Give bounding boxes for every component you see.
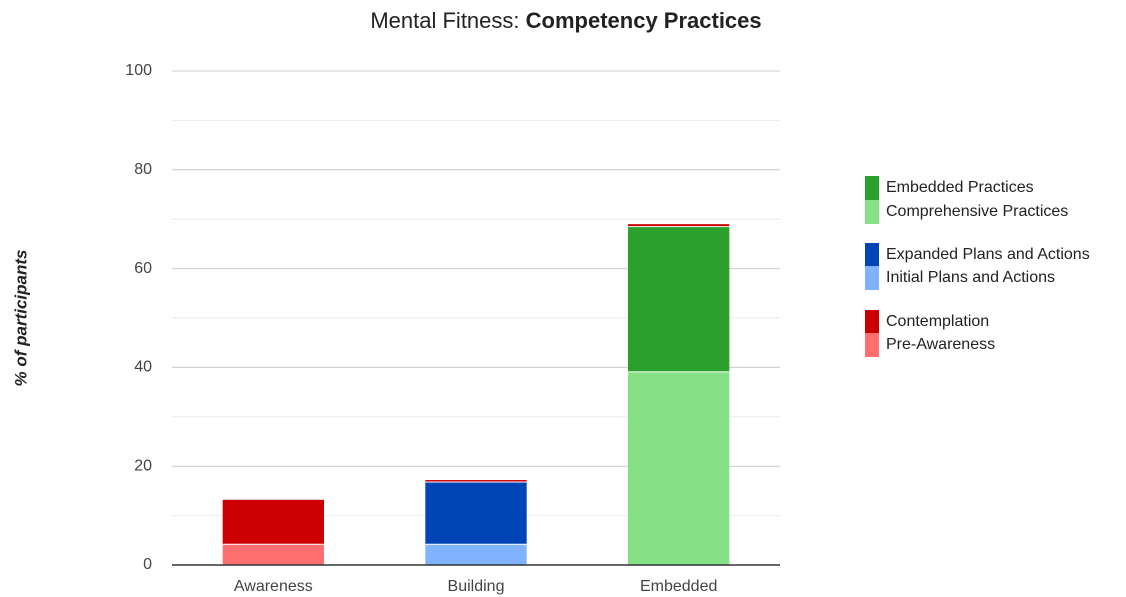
legend-label: Initial Plans and Actions: [886, 269, 1055, 286]
legend-swatch: [865, 200, 879, 224]
title-part: Mental Fitness:: [370, 8, 519, 33]
chart-title: Mental Fitness: Competency Practices: [370, 8, 761, 33]
bar-segment: [628, 224, 730, 227]
legend-label: Embedded Practices: [886, 179, 1034, 196]
legend-label: Contemplation: [886, 313, 989, 330]
legend-label: Expanded Plans and Actions: [886, 246, 1090, 263]
legend-label: Comprehensive Practices: [886, 203, 1068, 220]
x-tick-label: Awareness: [234, 578, 313, 595]
bar-segment: [628, 226, 730, 372]
y-tick-label: 0: [143, 556, 152, 573]
y-tick-label: 60: [134, 260, 152, 277]
legend-swatch: [865, 266, 879, 290]
bar-segment: [222, 544, 324, 565]
bar-segment: [222, 499, 324, 545]
bar-segment: [628, 371, 730, 565]
bar-segment: [425, 482, 527, 545]
y-tick-label: 40: [134, 359, 152, 376]
x-tick-label: Embedded: [640, 578, 717, 595]
title-part: Competency Practices: [526, 8, 762, 33]
legend-swatch: [865, 176, 879, 200]
legend-swatch: [865, 243, 879, 267]
legend-label: Pre-Awareness: [886, 336, 995, 353]
x-tick-label: Building: [448, 578, 505, 595]
bar-segment: [425, 544, 527, 565]
y-tick-label: 100: [125, 62, 152, 79]
y-axis-label: % of participants: [11, 250, 30, 387]
legend-swatch: [865, 333, 879, 357]
y-tick-label: 80: [134, 161, 152, 178]
y-tick-label: 20: [134, 457, 152, 474]
legend-swatch: [865, 310, 879, 334]
bar-segment: [425, 480, 527, 483]
